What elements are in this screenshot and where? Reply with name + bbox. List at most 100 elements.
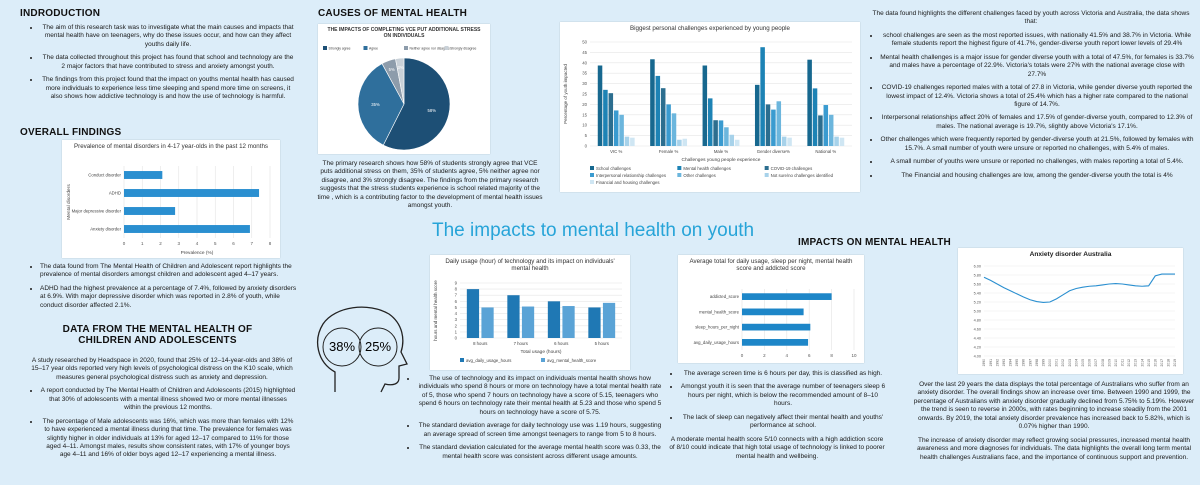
paragraph: The increase of anxiety disorder may ref… [916, 436, 1192, 461]
y-tick-label: 45 [582, 50, 587, 55]
y-axis-label: Mental disorders [66, 184, 72, 220]
x-tick-label: 10 [851, 353, 857, 358]
technology-text: The use of technology and its impact on … [405, 375, 663, 466]
legend-swatch [444, 46, 449, 50]
x-tick-label: 2008 [1101, 359, 1105, 367]
legend-label: Strongly disagree [450, 47, 477, 51]
bar [547, 301, 561, 338]
impacts-text: Over the last 29 years the data displays… [912, 381, 1196, 467]
main-title: The impacts to mental health on youth [432, 220, 755, 241]
x-tick-label: 2010 [1114, 359, 1118, 367]
bullet: Other challenges which were frequently r… [880, 136, 1194, 153]
chart-panel: THE IMPACTS OF COMPLETING VCE PUT ADDITI… [318, 24, 490, 154]
x-tick-label: 8 hours [473, 341, 487, 346]
y-tick-label: 1 [455, 329, 458, 334]
y-tick-label: 10 [582, 123, 587, 128]
chart-plot: 0 2 4 6 8 10 addicted_score mental_health_score… [694, 289, 857, 358]
x-tick-label: 6 [232, 241, 235, 246]
paragraph: The data collected throughout this proje… [40, 54, 296, 71]
bullet: school challenges are seen as the most r… [880, 32, 1194, 49]
intro-text: The aim of this research task was to inv… [28, 24, 296, 107]
x-tick-label: 1992 [995, 359, 999, 367]
legend-swatch [590, 180, 594, 184]
paragraph: The data found highlights the different … [872, 10, 1190, 26]
bar [734, 139, 740, 146]
bar [771, 109, 776, 146]
x-tick-label: 2019 [1173, 359, 1177, 367]
bullet: The data found from The Mental Health of… [40, 263, 298, 280]
chart-plot: 4.00 4.20 4.40 4.60 4.80 5.00 5.20 5.40 5.60 5.80… [974, 264, 1178, 367]
bar [742, 323, 811, 331]
x-tick-label: 2002 [1061, 359, 1065, 367]
x-tick-label: 2017 [1160, 359, 1164, 367]
legend-swatch [363, 46, 368, 50]
bar [742, 308, 804, 316]
bar [754, 84, 760, 146]
y-tick-label: 5.00 [974, 309, 981, 313]
bar [713, 120, 718, 146]
bar [765, 104, 771, 146]
bar [707, 98, 713, 146]
x-tick-label: 3 [177, 241, 180, 246]
y-tick-label: 5.60 [974, 282, 981, 286]
x-tick-label: 2016 [1153, 359, 1157, 367]
legend-label: Not sure/no challenges identified [771, 173, 834, 178]
x-tick-label: 2003 [1068, 359, 1072, 367]
x-tick-label: 2007 [1094, 359, 1098, 367]
bar [742, 339, 809, 346]
y-tick-label: 5 [585, 133, 588, 138]
y-tick-label: 6 [455, 299, 458, 304]
bar [823, 105, 829, 146]
head-graphic: 38% 25% [317, 306, 408, 393]
bubble [358, 327, 398, 367]
y-tick-label: 2 [455, 323, 458, 328]
y-tick-label: 0 [585, 144, 588, 149]
x-axis-label: Challenges young people experience [682, 157, 761, 163]
head-outline [317, 306, 408, 393]
x-tick-label: 4 [786, 353, 789, 358]
y-tick-label: 20 [582, 102, 587, 107]
data-label: 58% [428, 108, 437, 113]
bar [603, 89, 608, 146]
bar [702, 65, 708, 146]
x-tick-label: 0 [741, 353, 744, 358]
x-tick-label: 1 [141, 241, 144, 246]
y-tick-label: 50 [582, 40, 587, 45]
bar [650, 59, 655, 146]
x-tick-label: 1991 [989, 359, 993, 367]
bar [742, 293, 832, 300]
x-tick-label: 1996 [1022, 359, 1026, 367]
legend-swatch [677, 173, 682, 177]
bar [776, 101, 782, 146]
bar [671, 113, 677, 146]
x-axis-label: Total usage (hours) [520, 349, 561, 355]
bar [597, 65, 603, 146]
x-tick-label: Male % [714, 149, 729, 154]
legend-label: Financial and housing challenges [596, 180, 660, 185]
y-tick-label: 4 [455, 311, 458, 316]
paragraph: The findings from this project found tha… [40, 76, 296, 101]
chart-panel: Average total for daily usage, sleep per… [678, 255, 864, 363]
bar [630, 137, 635, 146]
chart-title: Daily usage (hour) of technology and its… [445, 258, 615, 272]
y-tick-label: ADHD [109, 191, 121, 196]
bullet: The Financial and housing challenges are… [880, 172, 1194, 180]
x-tick-label: 2001 [1055, 359, 1059, 367]
legend-swatch [590, 173, 594, 177]
bar [602, 302, 616, 338]
data-label: 3% [398, 65, 404, 70]
y-tick-label: sleep_hours_per_night [695, 325, 740, 330]
bubble-label: 38% [329, 339, 355, 354]
averages-text: The average screen time is 6 hours per d… [668, 370, 886, 466]
x-tick-label: 1994 [1009, 359, 1013, 367]
y-tick-label: 9 [455, 281, 458, 286]
legend-label: Interpersonal relationship challenges [596, 173, 666, 178]
legend-label: avg_mental_health_score [547, 358, 597, 363]
data-label: 5% [389, 67, 395, 72]
legend-swatch [323, 46, 327, 50]
bubble [322, 327, 362, 367]
x-tick-label: 2012 [1127, 359, 1131, 367]
x-tick-label: 2000 [1048, 359, 1052, 367]
